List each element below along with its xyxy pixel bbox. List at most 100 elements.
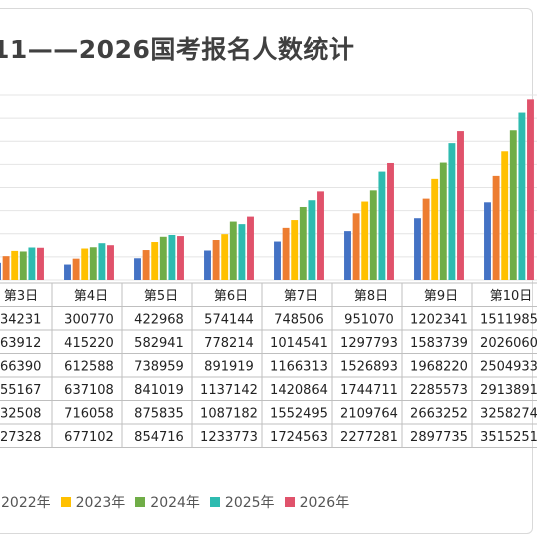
data-label: 574144 xyxy=(204,312,254,327)
data-label: 1166313 xyxy=(270,359,328,374)
category-label: 第3日 xyxy=(4,289,38,304)
data-label: 2913891 xyxy=(480,383,537,398)
data-label: 2109764 xyxy=(340,406,398,421)
data-label: 1552495 xyxy=(270,406,328,421)
data-label: 415220 xyxy=(64,336,114,351)
bar xyxy=(11,250,19,280)
chart-title: 11——2026国考报名人数统计 xyxy=(0,35,355,64)
bar xyxy=(81,248,89,280)
bar xyxy=(361,201,369,280)
legend-item: 2025年 xyxy=(209,492,275,512)
data-label: 63912 xyxy=(0,336,41,351)
category-label: 第9日 xyxy=(424,289,458,304)
data-label: 2663252 xyxy=(410,406,468,421)
bar xyxy=(282,227,290,280)
data-label: 2504933 xyxy=(480,359,537,374)
data-label: 1968220 xyxy=(410,359,468,374)
data-label: 582941 xyxy=(134,336,184,351)
category-label: 第5日 xyxy=(144,289,178,304)
bar xyxy=(2,256,10,280)
bar xyxy=(387,162,394,280)
data-label: 1137142 xyxy=(200,383,258,398)
legend-item: 2022年 xyxy=(0,492,51,512)
data-label: 1297793 xyxy=(340,336,398,351)
data-label: 66390 xyxy=(0,359,41,374)
bar xyxy=(151,242,159,280)
bar xyxy=(64,264,71,280)
bar xyxy=(98,243,106,280)
bar xyxy=(509,130,517,280)
bar xyxy=(229,221,237,280)
legend-swatch xyxy=(209,497,220,507)
bar xyxy=(527,99,534,280)
data-label: 1511985 xyxy=(480,312,537,327)
bar xyxy=(0,262,1,280)
legend-label: 2022年 xyxy=(1,495,51,511)
bar xyxy=(317,191,324,280)
data-label: 2285573 xyxy=(410,383,468,398)
data-label: 1202341 xyxy=(410,312,468,327)
bar xyxy=(212,240,220,280)
data-label: 27328 xyxy=(0,430,41,445)
legend-item: 2026年 xyxy=(284,492,350,512)
data-label: 951070 xyxy=(344,312,394,327)
bar xyxy=(107,245,114,280)
legend-label: 2026年 xyxy=(299,495,350,511)
data-label: 2277281 xyxy=(340,430,398,445)
legend-item: 2024年 xyxy=(135,492,200,512)
bar xyxy=(134,258,141,280)
data-label: 738959 xyxy=(134,359,184,374)
bar xyxy=(28,247,36,280)
bar xyxy=(492,175,500,280)
bar xyxy=(142,250,150,280)
category-label: 第4日 xyxy=(74,289,108,304)
data-label: 1420864 xyxy=(270,383,328,398)
data-label: 1014541 xyxy=(270,336,328,351)
data-label: 854716 xyxy=(134,430,184,445)
bar xyxy=(238,224,246,280)
data-label: 55167 xyxy=(0,383,41,398)
bar xyxy=(344,231,351,280)
data-label: 891919 xyxy=(204,359,254,374)
bar xyxy=(177,236,184,280)
data-label: 3258274 xyxy=(480,406,537,421)
data-label: 1744711 xyxy=(340,383,398,398)
bar xyxy=(308,200,316,280)
data-label: 32508 xyxy=(0,406,41,421)
bar xyxy=(518,112,526,281)
data-label: 422968 xyxy=(134,312,184,327)
bar xyxy=(274,241,281,280)
data-label: 1526893 xyxy=(340,359,398,374)
data-label: 300770 xyxy=(64,312,114,327)
bar xyxy=(291,220,299,280)
legend-item: 2023年 xyxy=(60,492,126,512)
bar xyxy=(422,198,430,280)
category-label: 第6日 xyxy=(214,289,248,304)
legend-swatch xyxy=(284,497,295,507)
data-label: 2026060 xyxy=(480,336,537,351)
category-label: 第10日 xyxy=(490,289,533,304)
bar xyxy=(439,162,447,280)
data-label: 612588 xyxy=(64,359,114,374)
bar xyxy=(457,131,464,280)
bar xyxy=(369,190,377,280)
data-label: 637108 xyxy=(64,383,114,398)
data-label: 34231 xyxy=(0,312,41,327)
data-label: 1724563 xyxy=(270,430,328,445)
data-label: 875835 xyxy=(134,406,184,421)
legend-label: 2024年 xyxy=(150,495,200,511)
data-label: 841019 xyxy=(134,383,184,398)
legend-label: 2025年 xyxy=(224,495,275,511)
bar xyxy=(221,234,229,280)
legend-label: 2023年 xyxy=(75,495,126,511)
bar xyxy=(19,251,27,280)
data-label: 748506 xyxy=(274,312,324,327)
data-label: 778214 xyxy=(204,336,254,351)
bar xyxy=(448,143,456,280)
bar xyxy=(484,202,491,280)
data-label: 2897735 xyxy=(410,430,468,445)
bar xyxy=(352,213,360,280)
legend-swatch xyxy=(135,497,146,507)
data-label: 1087182 xyxy=(200,406,258,421)
